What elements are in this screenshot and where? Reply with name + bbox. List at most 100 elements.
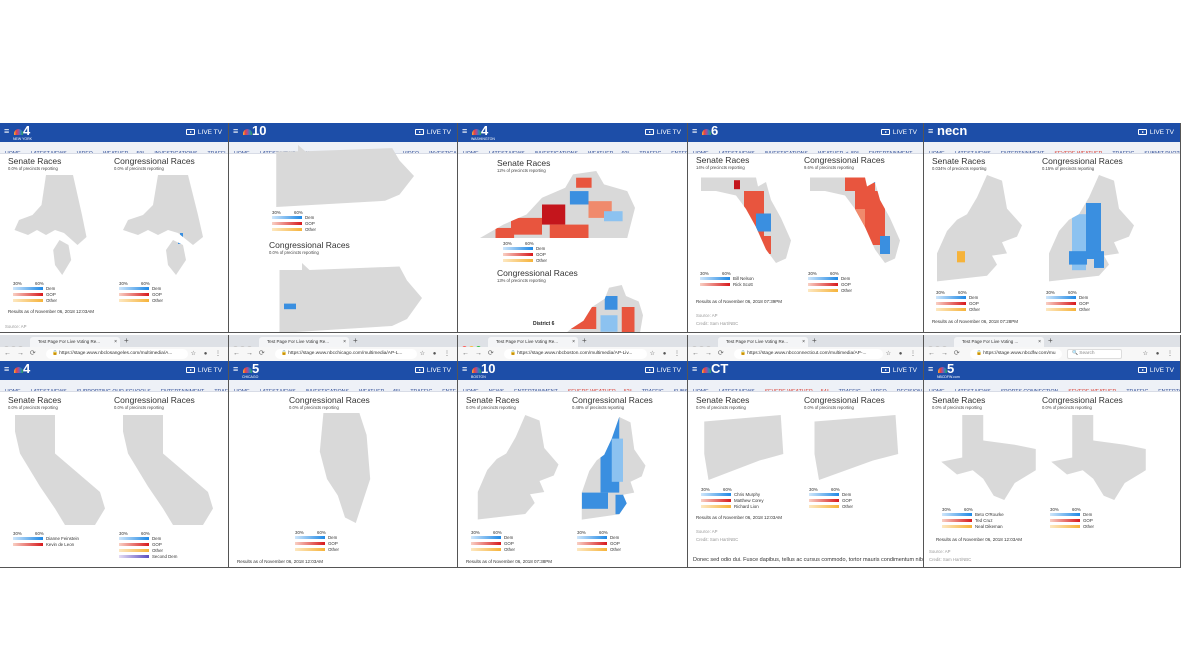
station-logo[interactable]: 5 bbox=[937, 362, 954, 375]
back-forward-reload-buttons[interactable]: ← → ⟳ bbox=[233, 350, 267, 357]
hamburger-menu-icon[interactable]: ≡ bbox=[692, 364, 698, 374]
url-field[interactable]: 🔒 https://stage.www.nbcdfw.com/mu bbox=[970, 349, 1062, 359]
url-field[interactable]: 🔒 https://stage.www.nbcchicago.com/multi… bbox=[275, 349, 417, 359]
county-result-region[interactable] bbox=[178, 241, 181, 244]
county-result-region[interactable] bbox=[604, 296, 618, 310]
nav-item-submit-photos-videos[interactable]: SUBMIT PHOTOS/VIDEOS bbox=[1144, 151, 1180, 154]
browser-tab[interactable]: Test Page For Live Voting Re... × bbox=[30, 337, 120, 347]
close-tab-icon[interactable]: × bbox=[114, 339, 117, 345]
county-result-region[interactable] bbox=[734, 180, 740, 190]
back-forward-reload-buttons[interactable]: ← → ⟳ bbox=[462, 350, 496, 357]
nav-item-latest-news[interactable]: LATEST NEWS bbox=[259, 389, 296, 392]
nav-item-weather[interactable]: WEATHER ☁ 60° bbox=[587, 151, 630, 154]
search-field[interactable]: 🔍 Search bbox=[1067, 349, 1122, 359]
url-field[interactable]: 🔒 https://stage.www.nbcboston.com/multim… bbox=[504, 349, 647, 359]
toolbar-icons[interactable]: ☆ ● ⋮ bbox=[1142, 351, 1176, 357]
station-logo[interactable]: 10 bbox=[242, 124, 266, 137]
toolbar-icons[interactable]: ☆ ● ⋮ bbox=[190, 351, 224, 357]
nav-item-decision[interactable]: DECISION bbox=[896, 389, 922, 392]
nav-item-investigations[interactable]: INVESTIGATIONS bbox=[764, 151, 808, 154]
nav-item-traffic[interactable]: TRAFFIC bbox=[639, 151, 662, 154]
nav-item-home[interactable]: HOME bbox=[463, 151, 479, 154]
state-map[interactable] bbox=[1044, 175, 1144, 287]
live-tv-button[interactable]: LIVE TV bbox=[185, 128, 222, 137]
county-result-region[interactable] bbox=[880, 236, 890, 254]
county-result-region[interactable] bbox=[867, 177, 887, 183]
live-tv-button[interactable]: LIVE TV bbox=[185, 366, 222, 375]
nav-item-investiga[interactable]: INVESTIGA bbox=[429, 151, 457, 154]
county-result-region[interactable] bbox=[570, 307, 597, 329]
new-tab-button[interactable]: + bbox=[812, 336, 817, 345]
nav-item-ente[interactable]: ENTE bbox=[442, 389, 457, 392]
nav-item-home[interactable]: HOME bbox=[463, 389, 479, 392]
state-shape[interactable] bbox=[279, 263, 423, 333]
nav-item-supporting-our-schools[interactable]: SUPPORTING OUR SCHOOLS bbox=[76, 389, 151, 392]
county-result-region[interactable] bbox=[600, 315, 618, 332]
county-result-region[interactable] bbox=[850, 209, 865, 227]
state-map[interactable] bbox=[10, 415, 110, 525]
browser-tab[interactable]: Test Page For Live Voting Re... × bbox=[259, 337, 349, 347]
state-shape[interactable] bbox=[15, 415, 105, 525]
station-logo[interactable]: 6 bbox=[701, 124, 718, 137]
county-result-region[interactable] bbox=[615, 494, 627, 515]
nav-item-subs[interactable]: SUBS bbox=[673, 389, 687, 392]
state-shape[interactable] bbox=[701, 177, 791, 264]
nav-item-latest-news[interactable]: LATEST NEWS bbox=[30, 389, 67, 392]
toolbar-icons[interactable]: ☆ ● ⋮ bbox=[885, 351, 919, 357]
state-map[interactable] bbox=[932, 175, 1032, 287]
county-result-region[interactable] bbox=[576, 177, 592, 188]
state-map[interactable] bbox=[480, 171, 635, 238]
browser-tab[interactable]: Test Page For Live Voting Re... × bbox=[488, 337, 578, 347]
hamburger-menu-icon[interactable]: ≡ bbox=[462, 364, 468, 374]
nav-item-home[interactable]: HOME bbox=[693, 389, 709, 392]
state-shape[interactable] bbox=[123, 415, 213, 525]
nav-item-video[interactable]: VIDEO bbox=[402, 151, 420, 154]
county-result-region[interactable] bbox=[511, 217, 542, 235]
station-logo[interactable]: 4 bbox=[13, 362, 30, 375]
live-tv-button[interactable]: LIVE TV bbox=[1137, 128, 1174, 137]
nav-item-home[interactable]: HOME bbox=[929, 151, 945, 154]
back-forward-reload-buttons[interactable]: ← → ⟳ bbox=[928, 350, 962, 357]
state-map[interactable] bbox=[578, 417, 653, 525]
county-result-region[interactable] bbox=[284, 303, 296, 310]
close-tab-icon[interactable]: × bbox=[802, 339, 805, 345]
state-map[interactable] bbox=[309, 413, 381, 523]
state-map[interactable] bbox=[473, 415, 568, 525]
nav-item-entertainment[interactable]: ENTERTAINMENT bbox=[514, 389, 558, 392]
nav-item-latest-news[interactable]: LATEST NEWS bbox=[488, 151, 525, 154]
close-tab-icon[interactable]: × bbox=[572, 339, 575, 345]
live-tv-button[interactable]: LIVE TV bbox=[880, 128, 917, 137]
state-map[interactable] bbox=[810, 415, 900, 480]
state-map[interactable] bbox=[936, 415, 1041, 500]
nav-item-enterta[interactable]: ENTERTA bbox=[1158, 389, 1180, 392]
toolbar-icons[interactable]: ☆ ● ⋮ bbox=[649, 351, 683, 357]
nav-item-traffic[interactable]: TRAFFIC bbox=[1126, 389, 1149, 392]
county-result-region[interactable] bbox=[581, 492, 608, 509]
nav-item-entertainment[interactable]: ENTERTAINMENT bbox=[1000, 151, 1045, 154]
state-shape[interactable] bbox=[941, 415, 1036, 500]
nav-item-weather[interactable]: WEATHER ☀ 80° bbox=[817, 151, 859, 154]
close-tab-icon[interactable]: × bbox=[343, 339, 346, 345]
new-tab-button[interactable]: + bbox=[124, 336, 129, 345]
state-map[interactable] bbox=[269, 145, 414, 207]
county-result-region[interactable] bbox=[611, 438, 623, 482]
nav-item-latest-news[interactable]: LATEST NEWS bbox=[718, 151, 755, 154]
hamburger-menu-icon[interactable]: ≡ bbox=[692, 126, 698, 136]
station-logo[interactable]: necn bbox=[937, 124, 967, 137]
station-logo[interactable]: 4 bbox=[13, 124, 30, 137]
nav-item-home[interactable]: HOME bbox=[234, 151, 250, 154]
back-forward-reload-buttons[interactable]: ← → ⟳ bbox=[692, 350, 726, 357]
nav-item-news[interactable]: NEWS bbox=[488, 389, 505, 392]
state-map[interactable] bbox=[272, 263, 422, 333]
county-result-region[interactable] bbox=[549, 224, 589, 238]
back-forward-reload-buttons[interactable]: ← → ⟳ bbox=[4, 350, 38, 357]
state-shape[interactable] bbox=[937, 175, 1022, 282]
toolbar-icons[interactable]: ☆ ● ⋮ bbox=[419, 351, 453, 357]
nav-item-severe-weather[interactable]: SEVERE WEATHER ☁ 52° bbox=[567, 389, 632, 392]
hamburger-menu-icon[interactable]: ≡ bbox=[233, 364, 239, 374]
state-map[interactable] bbox=[558, 285, 643, 333]
station-logo[interactable]: 4 bbox=[471, 124, 488, 137]
nav-item-latest-news[interactable]: LATEST NEWS bbox=[954, 389, 991, 392]
county-result-region[interactable] bbox=[569, 191, 589, 205]
nav-item-latest-news[interactable]: LATEST NEWS bbox=[30, 151, 67, 154]
